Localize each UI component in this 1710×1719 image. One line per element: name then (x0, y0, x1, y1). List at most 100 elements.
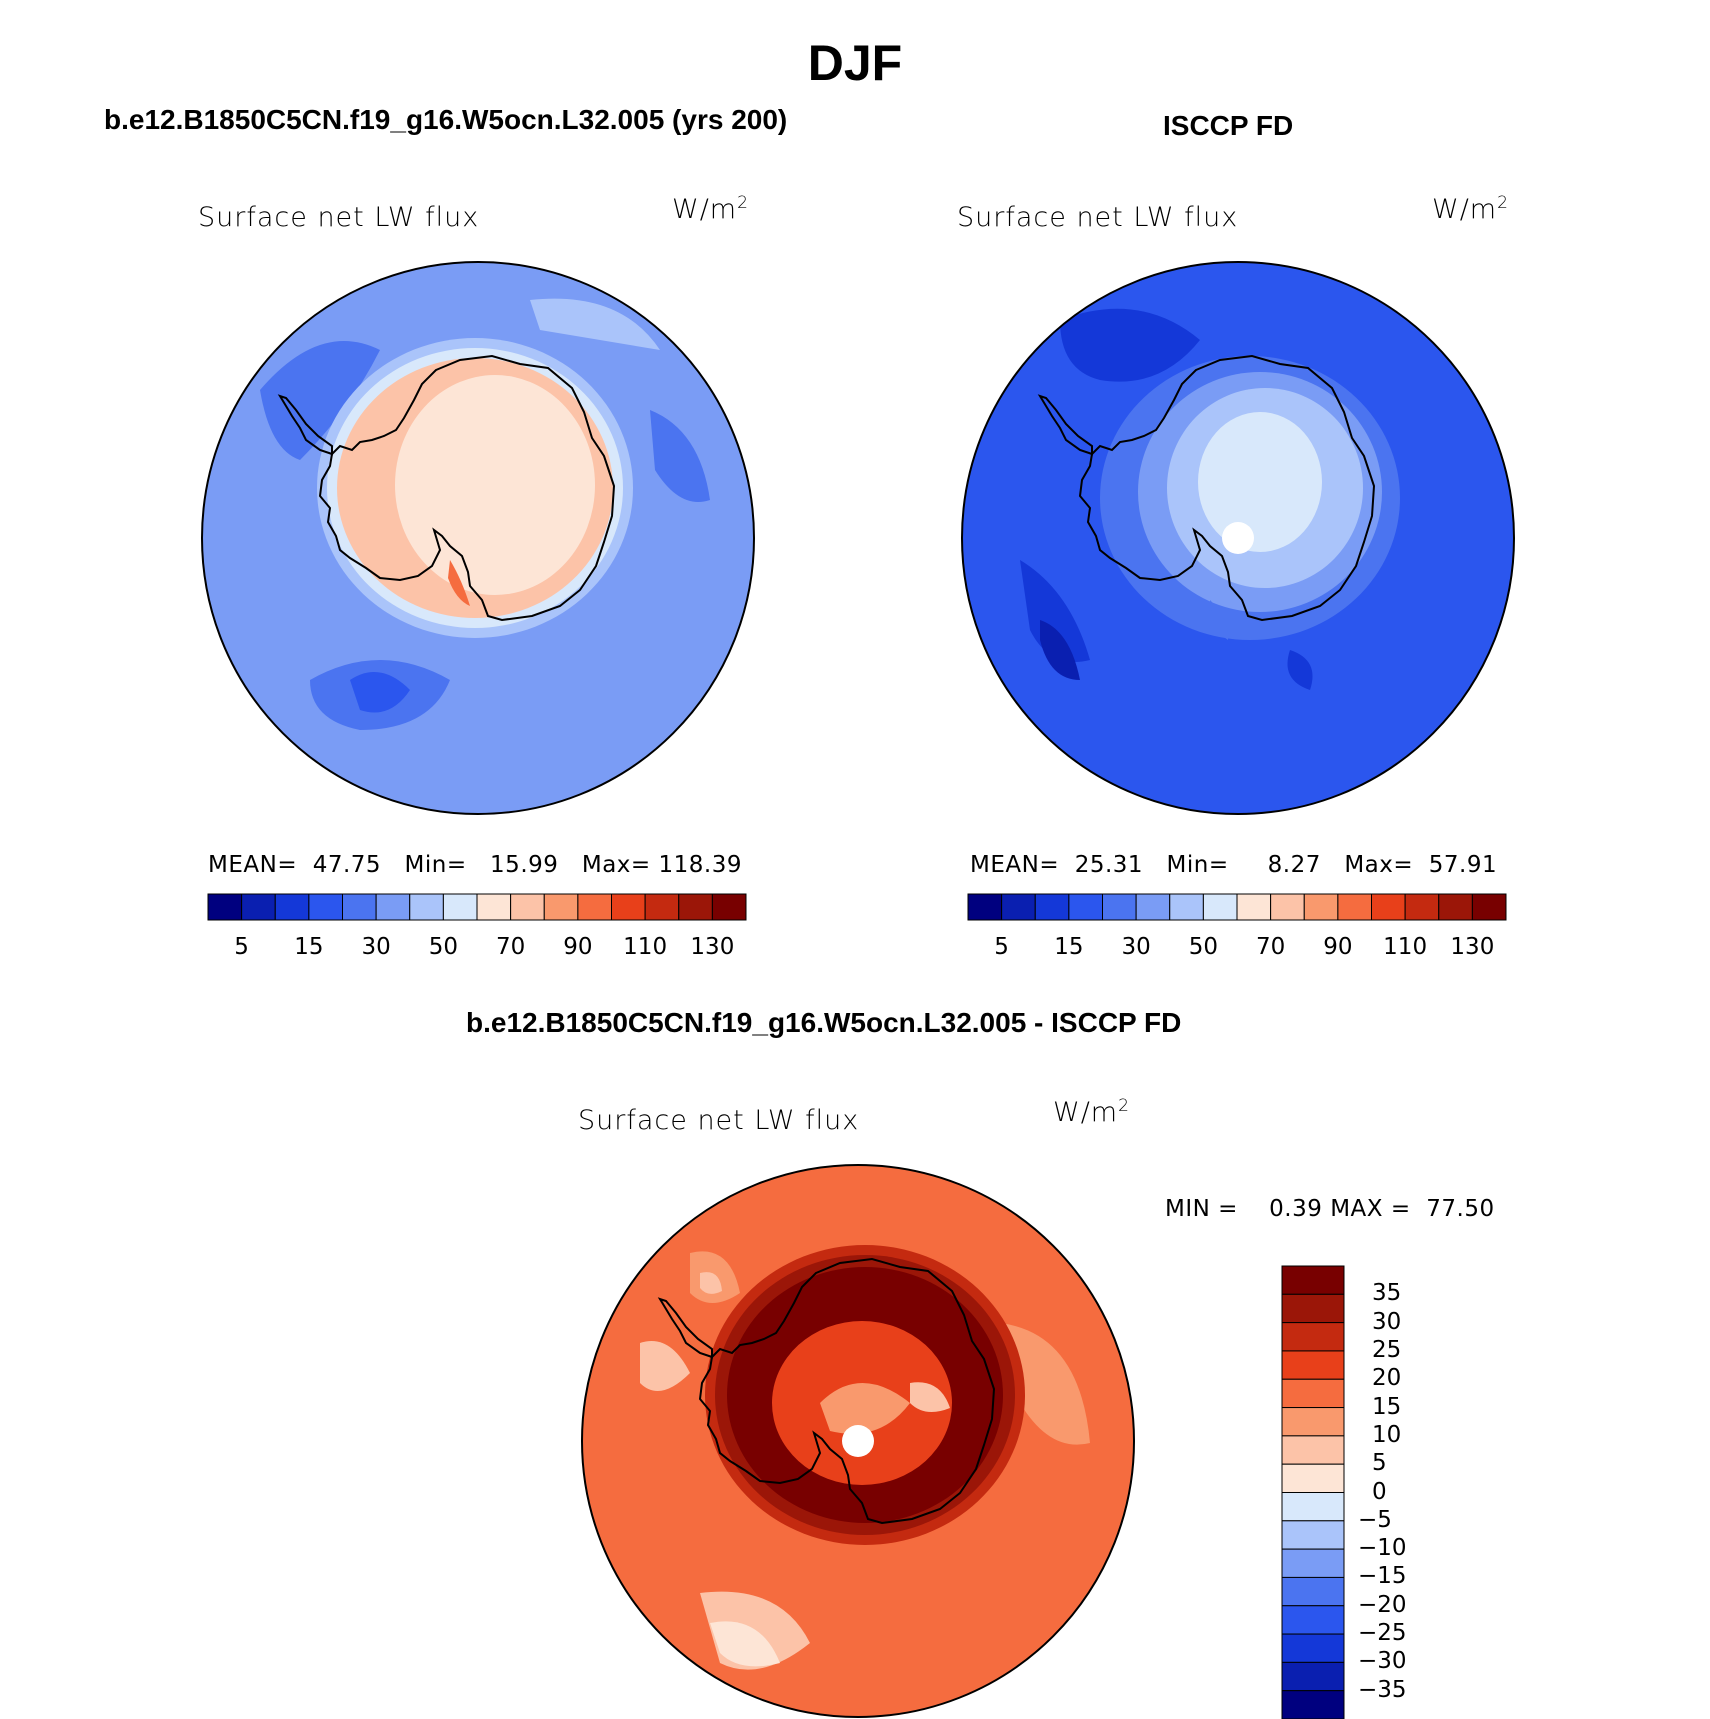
diff-polar-map (581, 1164, 1135, 1718)
obs-colorbar-box (1068, 893, 1103, 921)
model-colorbar-labels: 5 15 30 50 70 90 110 130 (208, 934, 746, 964)
obs-colorbar (967, 893, 1507, 921)
model-min-label: Min= (404, 852, 467, 878)
contour-region (1210, 600, 1229, 640)
contour-region (260, 341, 380, 460)
contour-region (640, 1341, 690, 1391)
model-colorbar-tick-label: 70 (495, 934, 526, 960)
obs-colorbar-tick-label: 130 (1450, 934, 1495, 960)
contour-region (1020, 560, 1090, 662)
model-colorbar-box (644, 893, 680, 921)
diff-colorbar-box (1281, 1265, 1345, 1295)
model-colorbar-box (442, 893, 478, 921)
model-colorbar-tick-label: 15 (294, 934, 324, 960)
diff-stats: MIN = 0.39 MAX = 77.50 (1165, 1196, 1495, 1222)
antarctica-coastline (1078, 354, 1376, 622)
diff-colorbar-box (1281, 1492, 1345, 1522)
model-colorbar-box (308, 893, 343, 921)
contour-region (820, 1383, 910, 1434)
model-mean-label: MEAN= (208, 852, 298, 878)
diff-colorbar-tick-label: 15 (1372, 1393, 1402, 1420)
obs-colorbar-box (1438, 893, 1473, 921)
obs-colorbar-box (1034, 893, 1070, 921)
diff-colorbar-box (1281, 1293, 1345, 1324)
contour-region (700, 1272, 722, 1294)
model-colorbar-box (409, 893, 444, 921)
model-variable-label: Surface net LW flux (198, 202, 480, 233)
obs-mean-value: 25.31 (1074, 852, 1144, 878)
diff-colorbar-tick-label: 30 (1372, 1308, 1402, 1335)
diff-colorbar-tick-label: −15 (1358, 1563, 1407, 1590)
antarctica-coastline (318, 354, 616, 622)
antarctic-peninsula-coastline (1037, 394, 1093, 456)
model-max-label: Max= (581, 852, 651, 878)
pole-hole (1222, 522, 1254, 554)
model-colorbar-box (577, 893, 612, 921)
obs-colorbar-box (1169, 893, 1204, 921)
obs-colorbar-tick-label: 50 (1188, 934, 1219, 960)
contour-region (910, 1382, 950, 1412)
obs-stats: MEAN= 25.31 Min= 8.27 Max= 57.91 (970, 852, 1497, 878)
model-colorbar-box (241, 893, 276, 921)
diff-colorbar-box (1281, 1322, 1345, 1352)
diff-colorbar-box (1281, 1690, 1345, 1719)
obs-case-title: ISCCP FD (1163, 110, 1294, 141)
obs-colorbar-box (1270, 893, 1305, 921)
model-min-value: 15.99 (490, 852, 559, 878)
model-colorbar-box (543, 893, 579, 921)
contour-region (448, 560, 470, 606)
obs-max-value: 57.91 (1428, 852, 1498, 878)
diff-colorbar-tick-label: 20 (1372, 1365, 1402, 1392)
diff-colorbar-labels: 35 30 25 20 15 10 5 0 −5 −10 −15 −20 −25 −30 −35 (1358, 1266, 1478, 1719)
diff-colorbar-box (1281, 1435, 1345, 1465)
obs-colorbar-box (1471, 893, 1507, 921)
diff-colorbar-tick-label: −20 (1358, 1591, 1407, 1618)
diff-colorbar-tick-label: 5 (1372, 1450, 1387, 1477)
map-boundary-circle (201, 261, 755, 815)
antarctic-peninsula-coastline (277, 394, 333, 456)
obs-min-value: 8.27 (1267, 852, 1321, 878)
obs-colorbar-tick-label: 30 (1121, 934, 1151, 960)
model-colorbar-tick-label: 130 (690, 934, 735, 960)
obs-units-label: W/m2 (1432, 193, 1509, 225)
obs-colorbar-box (1337, 893, 1372, 921)
obs-colorbar-box (1371, 893, 1406, 921)
pole-hole (842, 1425, 874, 1457)
contour-region (1060, 308, 1200, 382)
obs-colorbar-tick-label: 110 (1383, 934, 1428, 960)
obs-polar-map (961, 261, 1515, 815)
obs-colorbar-box (1135, 893, 1171, 921)
model-units-label: W/m2 (672, 193, 749, 225)
diff-colorbar-tick-label: 10 (1372, 1421, 1402, 1448)
contour-region (650, 410, 710, 502)
diff-colorbar-tick-label: 35 (1372, 1280, 1402, 1307)
diff-colorbar-tick-label: −35 (1358, 1676, 1407, 1703)
model-colorbar-tick-label: 30 (361, 934, 391, 960)
diff-max-value: 77.50 (1426, 1196, 1495, 1222)
model-stats: MEAN= 47.75 Min= 15.99 Max= 118.39 (208, 852, 742, 878)
model-colorbar-box (375, 893, 411, 921)
diff-colorbar-box (1281, 1605, 1345, 1635)
diff-colorbar-tick-label: −10 (1358, 1535, 1407, 1562)
contour-region (1040, 620, 1080, 680)
obs-colorbar-box (967, 893, 1003, 921)
diff-colorbar-box (1281, 1576, 1345, 1607)
model-colorbar-tick-label: 110 (623, 934, 668, 960)
model-colorbar-box (678, 893, 713, 921)
diff-colorbar-box (1281, 1633, 1345, 1663)
contour-region (1198, 412, 1322, 552)
model-mean-value: 47.75 (312, 852, 382, 878)
diff-units-label: W/m2 (1053, 1096, 1130, 1128)
diff-colorbar-box (1281, 1661, 1345, 1692)
antarctica-coastline (698, 1257, 996, 1525)
map-boundary-circle (961, 261, 1515, 815)
model-colorbar-tick-label: 90 (563, 934, 593, 960)
obs-colorbar-box (1001, 893, 1036, 921)
antarctic-peninsula-coastline (657, 1297, 713, 1359)
model-colorbar-box (711, 893, 747, 921)
model-colorbar-tick-label: 5 (234, 934, 249, 960)
obs-colorbar-tick-label: 90 (1323, 934, 1353, 960)
diff-min-label: MIN = (1165, 1196, 1238, 1222)
obs-colorbar-box (1102, 893, 1137, 921)
obs-variable-label: Surface net LW flux (957, 202, 1239, 233)
